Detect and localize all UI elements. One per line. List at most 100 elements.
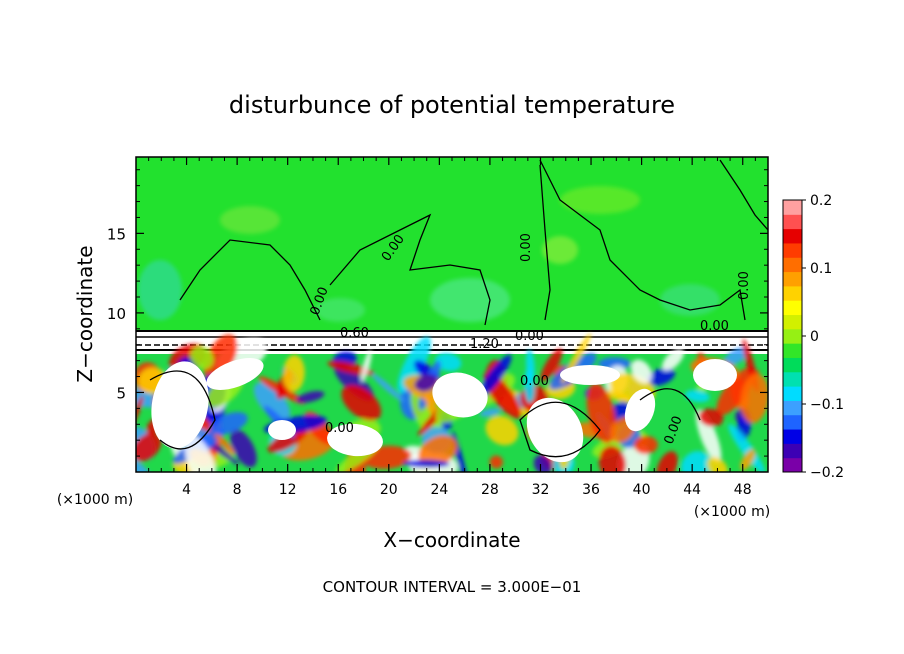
chart-title: disturbunce of potential temperature: [229, 91, 675, 119]
turbulence-patch: [479, 408, 501, 417]
contour-line: [149, 370, 216, 450]
contour-label: 0.00: [737, 271, 752, 300]
colorbar-swatch: [783, 343, 802, 358]
contour-line: [329, 213, 491, 326]
colorbar-swatch: [783, 457, 802, 473]
contour-label: 0.60: [340, 326, 369, 341]
contour-label: 1.20: [470, 337, 499, 352]
x-tick-label: 24: [430, 482, 448, 498]
turbulence-patch: [706, 456, 728, 472]
turbulence-patch: [190, 346, 214, 370]
x-axis: 4 8 12 16 20 24 28 32 36 40 44 48: [148, 157, 756, 498]
turbulence-patch: [184, 435, 217, 472]
turbulence-patch: [630, 359, 653, 384]
y-axis-title: Z−coordinate: [73, 245, 97, 382]
turbulence-patch: [740, 373, 768, 424]
colorbar-tick-label: 0.1: [810, 261, 832, 277]
colorbar-swatch: [783, 214, 802, 230]
colorbar-swatch: [783, 386, 802, 401]
contour-label: 0.00: [515, 329, 544, 344]
contour-label: 0.00: [325, 421, 354, 436]
turbulence-patch: [489, 455, 503, 469]
turbulence-patch: [403, 459, 450, 468]
turbulence-patch: [230, 429, 257, 468]
white-core: [432, 372, 488, 418]
contour-interval-note: CONTOUR INTERVAL = 3.000E−01: [323, 578, 582, 596]
contour-line: [539, 164, 551, 321]
turbulence-patch: [371, 373, 404, 402]
colorbar-swatch: [783, 443, 802, 459]
contour-line: [519, 401, 601, 458]
z-axis: 5 10 15: [107, 169, 768, 457]
turbulence-patch: [586, 382, 617, 444]
turbulence-patch: [253, 382, 291, 422]
contour-label: 0.00: [700, 319, 729, 334]
x-tick-label: 8: [233, 482, 242, 498]
white-core: [624, 388, 656, 432]
turbulence-patch: [296, 391, 325, 403]
x-tick-label: 32: [532, 482, 550, 498]
turbulence-patch: [136, 453, 156, 472]
turbulence-patch: [723, 346, 750, 366]
colorbar-swatch: [783, 242, 802, 258]
colorbar-swatch: [783, 257, 802, 273]
z-unit-label: (×1000 m): [694, 504, 770, 520]
colorbar-swatch: [783, 357, 802, 373]
x-tick-label: 28: [481, 482, 499, 498]
white-core: [526, 397, 584, 463]
colorbar-tick-label: −0.1: [810, 397, 844, 413]
x-tick-label: 12: [279, 482, 297, 498]
x-tick-label: 40: [633, 482, 651, 498]
colorbar-swatch: [783, 414, 802, 430]
colorbar-tick-label: 0.2: [810, 193, 832, 209]
turbulence-patch: [633, 435, 658, 455]
contours: [149, 159, 768, 458]
turbulence-patch: [646, 367, 676, 386]
colorbar-swatch: [783, 228, 802, 244]
white-core: [268, 420, 296, 440]
contour-line: [719, 159, 768, 231]
contour-label: 0.00: [520, 374, 549, 389]
white-core: [560, 365, 620, 385]
z-tick-label: 5: [116, 384, 126, 402]
upper-variations: [138, 186, 720, 322]
contour-line: [539, 159, 746, 321]
white-cores: [151, 358, 737, 463]
turbulence-patch: [661, 348, 685, 371]
contour-label: 0.00: [519, 233, 534, 262]
x-tick-label: 16: [329, 482, 347, 498]
turbulence-patch: [740, 448, 756, 471]
plot-area: 0.60 1.20 0.00 0.00 0.00 0.00 0.00 0.00 …: [136, 157, 768, 472]
colorbar-swatch: [783, 300, 802, 316]
colorbar-tick-label: 0: [810, 329, 819, 345]
colorbar-swatch: [783, 328, 802, 344]
x-tick-label: 36: [582, 482, 600, 498]
turbulence-patch: [418, 435, 458, 467]
turbulence-patch: [524, 367, 535, 404]
turbulence-patch: [656, 451, 678, 472]
turbulence-patch: [728, 423, 765, 472]
turbulence-patch: [681, 451, 712, 472]
colorbar-swatch: [783, 314, 802, 330]
white-core: [327, 423, 383, 457]
turbulence-patch: [282, 354, 305, 392]
x-tick-label: 20: [380, 482, 398, 498]
colorbar-tick-label: −0.2: [810, 465, 844, 481]
turbulence-patch: [360, 349, 372, 383]
white-core: [693, 359, 737, 391]
turbulence-patch: [485, 415, 519, 446]
turbulence-patch: [685, 389, 710, 403]
turbulence-patch: [605, 390, 632, 404]
turbulence-patch: [341, 384, 382, 421]
x-tick-label: 4: [182, 482, 191, 498]
z-tick-label: 15: [107, 225, 126, 243]
turbulence-patch: [209, 412, 248, 435]
x-unit-label: (×1000 m): [57, 492, 133, 508]
turbulence-patch: [213, 431, 235, 455]
turbulence-patch: [435, 352, 462, 372]
colorbar-swatch: [783, 200, 802, 215]
turbulence-patch: [267, 426, 308, 453]
colorbar-swatch: [783, 285, 802, 301]
white-core: [206, 358, 264, 390]
contour-line: [639, 388, 701, 421]
